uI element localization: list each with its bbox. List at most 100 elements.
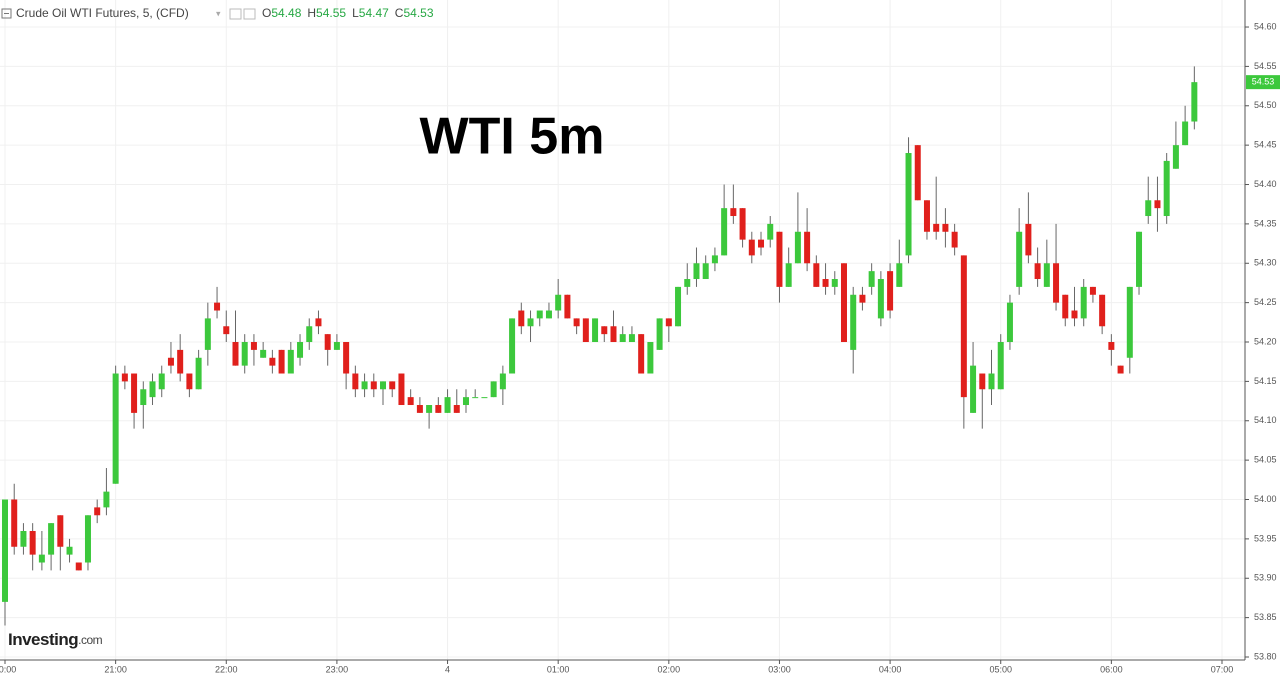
candle-body <box>822 279 829 287</box>
candle-body <box>324 334 331 350</box>
candle-body <box>923 200 930 232</box>
candle-body <box>711 255 718 264</box>
candle-body <box>877 279 884 319</box>
ohlc-value: 54.53 <box>403 6 433 20</box>
dropdown-caret[interactable]: ▾ <box>216 8 221 18</box>
candle-body <box>140 389 147 406</box>
candle-body <box>2 499 8 602</box>
y-tick-label: 53.80 <box>1254 651 1277 661</box>
candle-body <box>1053 263 1060 303</box>
candle-body <box>518 310 525 327</box>
candle-body <box>1034 263 1041 280</box>
candle-body <box>278 349 285 374</box>
x-tick-label: 21:00 <box>104 664 127 674</box>
candle-body <box>287 349 294 374</box>
y-tick-label: 54.50 <box>1254 100 1277 110</box>
candle-body <box>1182 121 1189 146</box>
candle-body <box>177 349 184 374</box>
grid <box>0 0 1245 660</box>
collapse-icon[interactable] <box>1 8 12 19</box>
candle-body <box>29 531 36 555</box>
candle-body <box>1145 200 1152 217</box>
candle-body <box>75 562 82 571</box>
candle-body <box>675 286 682 327</box>
candle-body <box>794 231 801 264</box>
y-tick-label: 54.00 <box>1254 494 1277 504</box>
candle-body <box>306 326 313 343</box>
settings-icon[interactable] <box>243 8 256 20</box>
candle-body <box>149 381 156 398</box>
candle-body <box>11 499 18 547</box>
candle-body <box>1062 294 1069 319</box>
candle-body <box>776 231 783 287</box>
candle-body <box>426 405 433 413</box>
candle-body <box>979 373 986 390</box>
y-tick-label: 54.05 <box>1254 455 1277 465</box>
y-tick-label: 54.25 <box>1254 297 1277 307</box>
ohlc-value: 54.47 <box>359 6 389 20</box>
candle-body <box>933 223 940 232</box>
candle-body <box>121 373 128 382</box>
candle-body <box>297 342 304 358</box>
candle-body <box>1071 310 1078 319</box>
x-tick-label: 07:00 <box>1211 664 1234 674</box>
candle-body <box>112 373 119 484</box>
x-tick-label: 06:00 <box>1100 664 1123 674</box>
candle-body <box>20 531 27 547</box>
candle-body <box>1043 263 1050 287</box>
ohlc-key: C <box>395 6 404 20</box>
candle-body <box>730 208 737 217</box>
candle-body <box>57 515 64 547</box>
ohlc-value: 54.55 <box>316 6 346 20</box>
ohlc-value: 54.48 <box>271 6 301 20</box>
candle-body <box>38 554 45 563</box>
candle-body <box>859 294 866 303</box>
candle-body <box>158 373 165 390</box>
candle-body <box>896 263 903 287</box>
candle-body <box>988 373 995 390</box>
candle-body <box>490 381 497 398</box>
candle-body <box>592 318 599 343</box>
candle-body <box>601 326 608 335</box>
candle-body <box>407 397 414 406</box>
candle-body <box>951 231 958 248</box>
x-tick-label: 03:00 <box>768 664 791 674</box>
candle-body <box>647 342 654 374</box>
candle-body <box>84 515 91 563</box>
candle-body <box>499 373 506 390</box>
candle-body <box>610 326 617 343</box>
candle-body <box>48 523 55 555</box>
y-tick-label: 53.95 <box>1254 533 1277 543</box>
y-tick-label: 54.20 <box>1254 336 1277 346</box>
last-price-box <box>1246 75 1280 90</box>
x-tick-label: 20:00 <box>0 664 16 674</box>
ohlc-legend: O54.48 H54.55 L54.47 C54.53 <box>262 6 434 20</box>
candle-body <box>361 381 368 390</box>
candle-body <box>131 373 138 413</box>
candle-body <box>103 491 110 508</box>
candle-body <box>1163 160 1170 217</box>
candle-body <box>785 263 792 287</box>
candle-body <box>555 294 562 311</box>
candle-body <box>767 223 774 240</box>
y-tick-label: 53.85 <box>1254 612 1277 622</box>
candle-body <box>416 405 423 413</box>
watermark-brand: Investing <box>8 630 78 649</box>
candle-body <box>343 342 350 374</box>
last-price-label: 54.53 <box>1252 77 1275 87</box>
x-tick-label: 04:00 <box>879 664 902 674</box>
candle-body <box>840 263 847 343</box>
candle-body <box>942 223 949 232</box>
candle-body <box>850 294 857 350</box>
candle-body <box>1136 231 1143 287</box>
instrument-title: Crude Oil WTI Futures, 5, (CFD) <box>16 6 189 20</box>
candle-body <box>702 263 709 280</box>
eye-icon[interactable] <box>229 8 242 20</box>
candle-body <box>435 405 442 413</box>
y-tick-label: 54.10 <box>1254 415 1277 425</box>
candle-body <box>250 342 257 350</box>
candle-body <box>1191 82 1198 122</box>
candle-body <box>509 318 516 374</box>
x-tick-label: 01:00 <box>547 664 570 674</box>
